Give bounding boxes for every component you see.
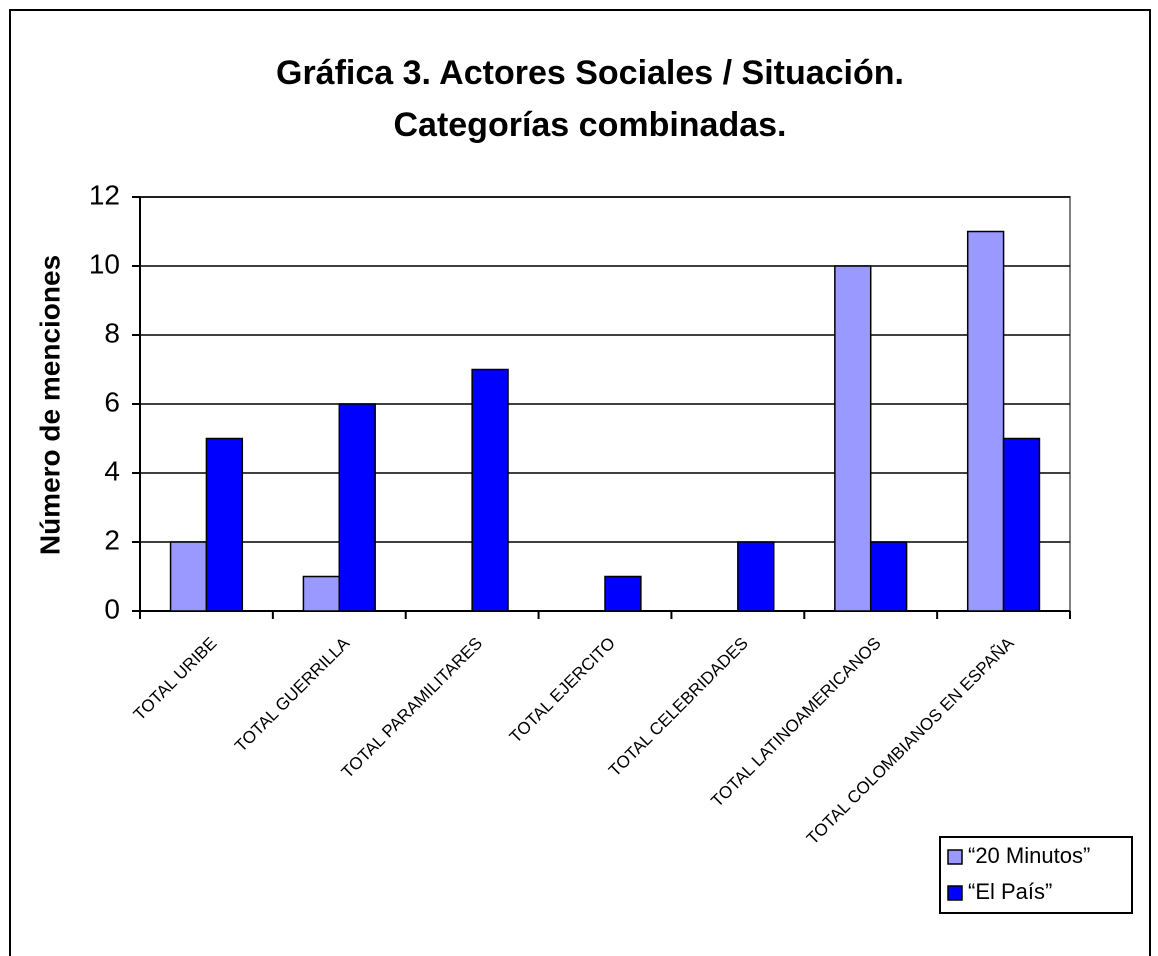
bar bbox=[205, 437, 244, 612]
legend-label: “20 Minutos” bbox=[968, 843, 1090, 868]
y-tick-label: 0 bbox=[104, 593, 120, 624]
y-tick-label: 4 bbox=[104, 455, 120, 486]
bar bbox=[1002, 437, 1041, 612]
y-tick-label: 6 bbox=[104, 386, 120, 417]
bar bbox=[471, 368, 509, 612]
legend: “20 Minutos” “El País” bbox=[939, 836, 1133, 914]
chart-subtitle: Categorías combinadas. bbox=[393, 106, 786, 144]
bar bbox=[737, 541, 775, 612]
legend-swatch bbox=[947, 849, 963, 865]
chart-title: Gráfica 3. Actores Sociales / Situación. bbox=[276, 54, 904, 92]
bar bbox=[338, 403, 376, 612]
bar bbox=[169, 541, 208, 612]
bar bbox=[604, 575, 642, 612]
y-tick-label: 10 bbox=[89, 248, 120, 279]
y-tick-label: 8 bbox=[104, 317, 120, 348]
bar bbox=[966, 230, 1005, 612]
y-axis-label: Número de menciones bbox=[34, 255, 65, 555]
y-tick-label: 2 bbox=[104, 524, 120, 555]
bar bbox=[834, 265, 872, 612]
bar bbox=[869, 541, 908, 612]
legend-swatch bbox=[947, 885, 963, 901]
y-tick-label: 12 bbox=[89, 179, 120, 210]
legend-frame bbox=[939, 836, 1133, 914]
legend-label: “El País” bbox=[968, 879, 1052, 904]
bar bbox=[302, 575, 341, 612]
